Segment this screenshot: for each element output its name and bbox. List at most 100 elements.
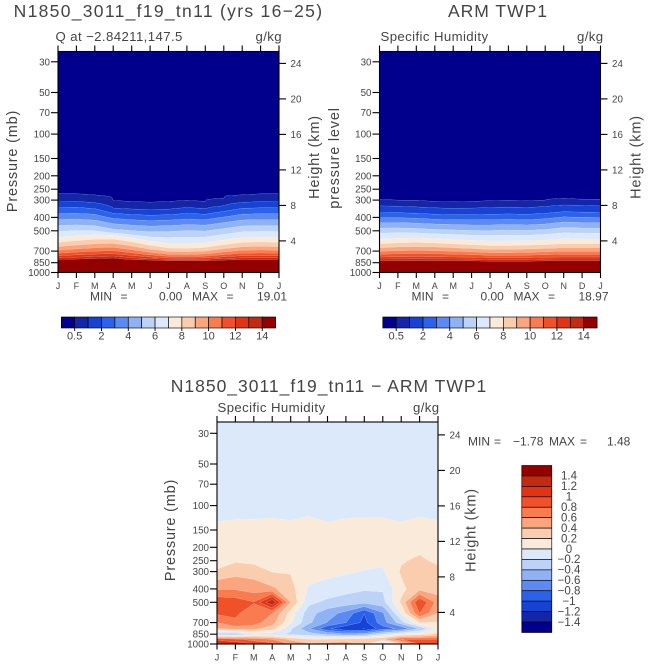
svg-text:D: D bbox=[416, 653, 423, 663]
svg-text:MAX: MAX bbox=[192, 290, 218, 304]
svg-text:g/kg: g/kg bbox=[577, 29, 604, 44]
svg-text:D: D bbox=[257, 281, 264, 291]
svg-text:18.97: 18.97 bbox=[579, 290, 609, 304]
svg-text:J: J bbox=[377, 281, 382, 291]
svg-text:1000: 1000 bbox=[350, 268, 372, 279]
svg-text:1.4: 1.4 bbox=[561, 471, 578, 483]
svg-text:300: 300 bbox=[355, 196, 372, 207]
svg-text:500: 500 bbox=[34, 226, 51, 237]
svg-text:0.8: 0.8 bbox=[561, 502, 577, 514]
svg-text:Specific Humidity: Specific Humidity bbox=[218, 400, 326, 415]
svg-text:14: 14 bbox=[578, 331, 590, 343]
svg-text:6: 6 bbox=[473, 331, 479, 343]
svg-text:4: 4 bbox=[447, 331, 453, 343]
svg-text:A: A bbox=[432, 281, 438, 291]
svg-text:MAX: MAX bbox=[549, 435, 575, 449]
svg-text:6: 6 bbox=[152, 331, 158, 343]
svg-text:−0.4: −0.4 bbox=[558, 565, 581, 577]
svg-text:MIN: MIN bbox=[412, 290, 434, 304]
svg-text:J: J bbox=[215, 653, 220, 663]
svg-text:pressure level: pressure level bbox=[327, 107, 343, 208]
svg-text:g/kg: g/kg bbox=[413, 400, 440, 415]
svg-text:250: 250 bbox=[355, 185, 372, 196]
svg-text:200: 200 bbox=[34, 171, 51, 182]
svg-text:24: 24 bbox=[291, 59, 302, 70]
svg-text:19.01: 19.01 bbox=[257, 290, 287, 304]
svg-text:20: 20 bbox=[612, 94, 623, 105]
svg-text:J: J bbox=[488, 281, 493, 291]
svg-text:150: 150 bbox=[34, 154, 51, 165]
svg-text:400: 400 bbox=[193, 584, 210, 595]
svg-text:0.5: 0.5 bbox=[389, 331, 404, 343]
svg-text:S: S bbox=[361, 653, 367, 663]
svg-text:16: 16 bbox=[612, 130, 623, 141]
svg-text:100: 100 bbox=[193, 501, 210, 512]
svg-text:12: 12 bbox=[291, 165, 302, 176]
svg-text:30: 30 bbox=[361, 57, 372, 68]
svg-text:4: 4 bbox=[450, 608, 456, 619]
svg-text:8: 8 bbox=[291, 201, 297, 212]
svg-text:10: 10 bbox=[203, 331, 215, 343]
svg-text:1.2: 1.2 bbox=[561, 481, 577, 493]
svg-text:850: 850 bbox=[355, 258, 372, 269]
svg-text:A: A bbox=[184, 281, 190, 291]
svg-text:100: 100 bbox=[355, 130, 372, 141]
svg-text:20: 20 bbox=[291, 94, 302, 105]
svg-text:J: J bbox=[325, 653, 330, 663]
svg-text:700: 700 bbox=[355, 247, 372, 258]
svg-text:70: 70 bbox=[198, 480, 209, 491]
svg-text:F: F bbox=[233, 653, 239, 663]
svg-text:700: 700 bbox=[193, 618, 210, 629]
svg-text:−1.2: −1.2 bbox=[558, 606, 581, 618]
svg-text:50: 50 bbox=[198, 460, 209, 471]
svg-text:16: 16 bbox=[291, 130, 302, 141]
svg-text:MIN: MIN bbox=[90, 290, 112, 304]
svg-text:12: 12 bbox=[551, 331, 563, 343]
svg-text:−1.78: −1.78 bbox=[513, 435, 544, 449]
svg-text:Pressure (mb): Pressure (mb) bbox=[5, 110, 21, 212]
svg-text:500: 500 bbox=[355, 226, 372, 237]
svg-text:150: 150 bbox=[193, 526, 210, 537]
svg-text:850: 850 bbox=[193, 630, 210, 641]
svg-text:1: 1 bbox=[566, 492, 572, 504]
svg-text:−1: −1 bbox=[562, 596, 575, 608]
svg-text:M: M bbox=[128, 281, 136, 291]
svg-text:J: J bbox=[56, 281, 61, 291]
svg-text:250: 250 bbox=[34, 185, 51, 196]
svg-text:0: 0 bbox=[566, 544, 572, 556]
svg-text:8: 8 bbox=[500, 331, 506, 343]
svg-text:2: 2 bbox=[420, 331, 426, 343]
svg-text:J: J bbox=[469, 281, 474, 291]
svg-text:F: F bbox=[395, 281, 401, 291]
svg-text:=: = bbox=[494, 435, 501, 449]
svg-text:700: 700 bbox=[34, 247, 51, 258]
svg-text:2: 2 bbox=[98, 331, 104, 343]
svg-text:70: 70 bbox=[361, 108, 372, 119]
svg-text:500: 500 bbox=[193, 598, 210, 609]
svg-text:J: J bbox=[277, 281, 282, 291]
svg-text:300: 300 bbox=[193, 567, 210, 578]
svg-text:400: 400 bbox=[355, 213, 372, 224]
svg-text:16: 16 bbox=[450, 501, 461, 512]
svg-text:0.4: 0.4 bbox=[561, 523, 578, 535]
svg-text:F: F bbox=[74, 281, 80, 291]
svg-text:J: J bbox=[148, 281, 153, 291]
svg-text:M: M bbox=[413, 281, 421, 291]
svg-text:=: = bbox=[121, 290, 128, 304]
svg-text:8: 8 bbox=[450, 572, 456, 583]
svg-text:J: J bbox=[598, 281, 603, 291]
svg-text:1.48: 1.48 bbox=[607, 435, 631, 449]
svg-text:M: M bbox=[449, 281, 457, 291]
svg-text:12: 12 bbox=[229, 331, 241, 343]
svg-text:0.00: 0.00 bbox=[159, 290, 183, 304]
svg-text:O: O bbox=[542, 281, 549, 291]
svg-text:850: 850 bbox=[34, 258, 51, 269]
svg-text:0.00: 0.00 bbox=[481, 290, 505, 304]
svg-text:=: = bbox=[442, 290, 449, 304]
svg-text:N: N bbox=[398, 653, 405, 663]
svg-text:150: 150 bbox=[355, 154, 372, 165]
svg-text:ARM TWP1: ARM TWP1 bbox=[448, 1, 548, 21]
svg-text:J: J bbox=[436, 653, 441, 663]
svg-text:250: 250 bbox=[193, 556, 210, 567]
svg-text:M: M bbox=[250, 653, 258, 663]
